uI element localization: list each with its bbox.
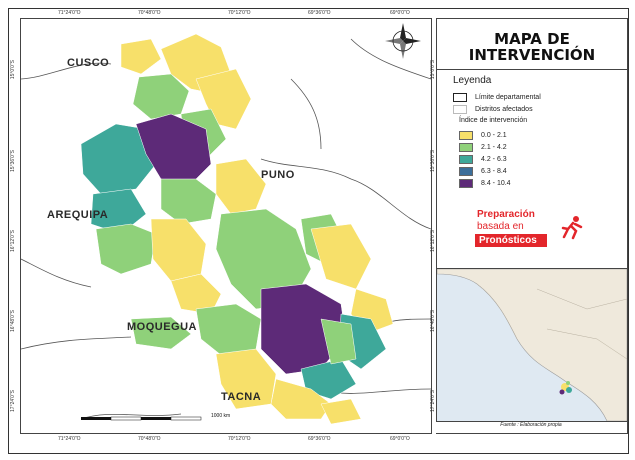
- district-yellow-north-a: [120, 38, 162, 75]
- title-divider: [437, 69, 627, 70]
- inset-map-svg: [437, 269, 627, 421]
- map-title: MAPA DE INTERVENCIÓN: [437, 31, 627, 63]
- dept-label-cusco: CUSCO: [67, 57, 110, 69]
- logo-line2: basada en: [477, 221, 524, 232]
- legend-class-4: 6.3 - 8.4: [459, 167, 507, 176]
- class-3-swatch: [459, 155, 473, 164]
- class-3-label: 4.2 - 6.3: [481, 156, 507, 163]
- scale-bar: [81, 416, 202, 421]
- coord-bottom-5: 69°0'0"O: [390, 436, 410, 442]
- index-label: Índice de intervención: [459, 117, 528, 124]
- coord-top-3: 70°12'0"O: [228, 10, 251, 16]
- district-yellow-tacna-b: [270, 378, 332, 420]
- map-title-line1: MAPA DE: [494, 30, 570, 48]
- compass-rose-icon: [385, 23, 421, 59]
- class-2-label: 2.1 - 4.2: [481, 144, 507, 151]
- district-green-central-a: [160, 178, 217, 225]
- dept-label-arequipa: AREQUIPA: [47, 209, 109, 221]
- legend-class-3: 4.2 - 6.3: [459, 155, 507, 164]
- district-green-moquegua: [130, 316, 192, 350]
- map-title-line2: INTERVENCIÓN: [468, 46, 596, 64]
- logo-line3: Pronósticos: [479, 235, 537, 246]
- district-yellow-central-b: [170, 273, 222, 315]
- scale-label: 1000 km: [211, 413, 231, 419]
- district-teal-west-a: [80, 123, 157, 195]
- coord-bottom-3: 70°12'0"O: [228, 436, 251, 442]
- source-credit: Fuente : Elaboración propia: [436, 421, 626, 433]
- legend-index-title: Índice de intervención: [459, 117, 527, 124]
- coord-bottom-2: 70°48'0"O: [138, 436, 161, 442]
- dept-label-moquegua: MOQUEGUA: [127, 321, 197, 333]
- coord-left-4: 16°48'0"S: [10, 310, 16, 332]
- class-1-swatch: [459, 131, 473, 140]
- boundary-label: Límite departamental: [475, 94, 541, 101]
- class-2-swatch: [459, 143, 473, 152]
- main-map[interactable]: CUSCO AREQUIPA PUNO MOQUEGUA TACNA 1000 …: [20, 18, 432, 434]
- legend-class-2: 2.1 - 4.2: [459, 143, 507, 152]
- coord-bottom-1: 71°24'0"O: [58, 436, 81, 442]
- logo-line1: Preparación: [477, 209, 535, 220]
- districts-label: Distritos afectados: [475, 106, 533, 113]
- coord-top-5: 69°0'0"O: [390, 10, 410, 16]
- inset-location-map[interactable]: [436, 268, 628, 422]
- district-yellow-north-c: [195, 68, 252, 130]
- class-5-swatch: [459, 179, 473, 188]
- legend-class-1: 0.0 - 2.1: [459, 131, 507, 140]
- logo-banner: Pronósticos: [475, 234, 547, 247]
- district-teal-west-b: [90, 188, 147, 235]
- district-green-southeast: [320, 318, 357, 365]
- class-4-swatch: [459, 167, 473, 176]
- dept-label-puno: PUNO: [261, 169, 295, 181]
- coord-top-4: 69°36'0"O: [308, 10, 331, 16]
- inset-highlight: [559, 381, 572, 395]
- district-green-west: [95, 223, 157, 275]
- district-map-svg: [21, 23, 431, 425]
- district-yellow-east-a: [310, 223, 372, 290]
- class-1-label: 0.0 - 2.1: [481, 132, 507, 139]
- district-purple-central: [135, 113, 212, 185]
- class-4-label: 6.3 - 8.4: [481, 168, 507, 175]
- running-figure-icon: [561, 216, 583, 240]
- coord-left-1: 15°0'0"S: [10, 60, 16, 80]
- legend-districts-row: Distritos afectados: [453, 105, 533, 114]
- coord-left-3: 16°12'0"S: [10, 230, 16, 252]
- legend-title: Leyenda: [453, 75, 492, 86]
- coord-top-2: 70°48'0"O: [138, 10, 161, 16]
- district-yellow-central-a: [150, 218, 207, 282]
- dept-label-tacna: TACNA: [221, 391, 262, 403]
- district-yellow-mid: [215, 158, 267, 215]
- department-boundaries: [21, 38, 431, 420]
- coord-bottom-4: 69°36'0"O: [308, 436, 331, 442]
- coord-top-1: 71°24'0"O: [58, 10, 81, 16]
- districts-swatch: [453, 105, 467, 114]
- coord-left-5: 17°24'0"S: [10, 390, 16, 412]
- district-yellow-tacna-c: [320, 398, 362, 425]
- legend-class-5: 8.4 - 10.4: [459, 179, 511, 188]
- boundary-swatch: [453, 93, 467, 102]
- coord-left-2: 15°36'0"S: [10, 150, 16, 172]
- class-5-label: 8.4 - 10.4: [481, 180, 511, 187]
- legend-boundary-row: Límite departamental: [453, 93, 541, 102]
